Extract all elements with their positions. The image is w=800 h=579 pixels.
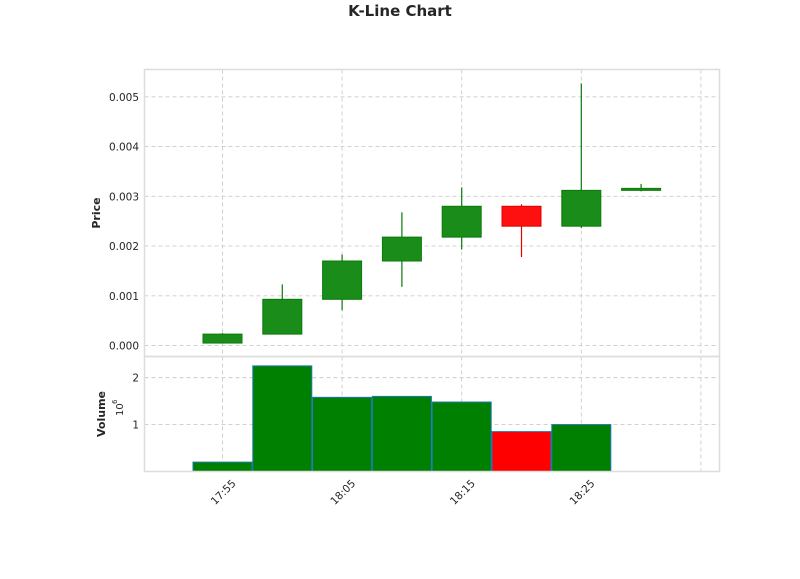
volume-bar [192,461,253,472]
price-axis-label: Price [90,197,103,228]
candle-body [501,205,542,227]
candle-body [441,205,482,238]
candle-body [202,333,243,344]
candlesticks [202,83,662,344]
x-tick-label: 18:25 [568,478,598,508]
volume-bar [312,396,373,472]
candle-body [262,298,303,335]
price-tick-label: 0.003 [109,191,139,203]
x-tick-label: 18:15 [448,478,478,508]
candle-body [561,189,602,227]
volume-scale-base: 10 [115,403,126,416]
volume-bar [491,431,552,473]
candle-body [381,236,422,262]
volume-bar [431,401,492,472]
x-tick-label: 17:55 [209,478,239,508]
volume-bar [551,424,612,472]
x-tick-label: 18:05 [328,478,358,508]
candle-body [322,260,363,300]
price-tick-label: 0.001 [109,291,139,303]
volume-bar [252,365,313,472]
price-tick-label: 0.000 [109,341,139,353]
price-panel-frame [143,68,721,358]
volume-axis-label: Volume [95,391,108,437]
volume-tick-label: 1 [132,420,139,432]
price-tick-label: 0.005 [109,92,139,104]
price-tick-label: 0.002 [109,241,139,253]
price-panel-grid [144,69,720,357]
chart-title: K-Line Chart [348,2,452,20]
volume-bars [192,365,612,473]
volume-scale-multiplier: 10 6 [111,399,126,416]
volume-bar [371,395,432,472]
volume-tick-label: 2 [132,373,139,385]
volume-scale-exponent: 6 [111,399,119,404]
price-tick-label: 0.004 [109,142,139,154]
volume-panel-frame [143,355,721,473]
candle-body [621,187,662,191]
